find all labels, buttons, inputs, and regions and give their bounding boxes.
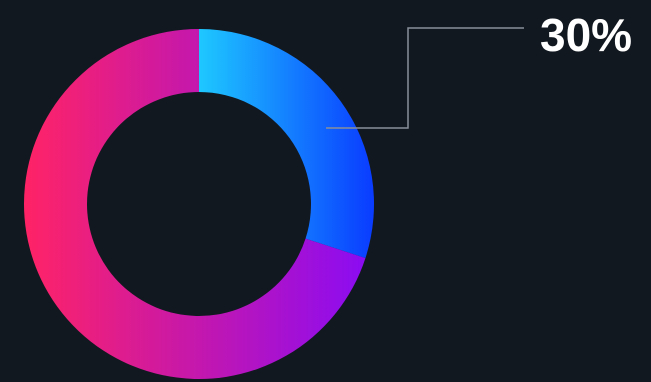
slice-percent-label: 30% <box>540 9 633 61</box>
donut-slice-1 <box>24 29 366 379</box>
donut-slice-0 <box>199 29 374 259</box>
leader-line <box>326 27 524 129</box>
